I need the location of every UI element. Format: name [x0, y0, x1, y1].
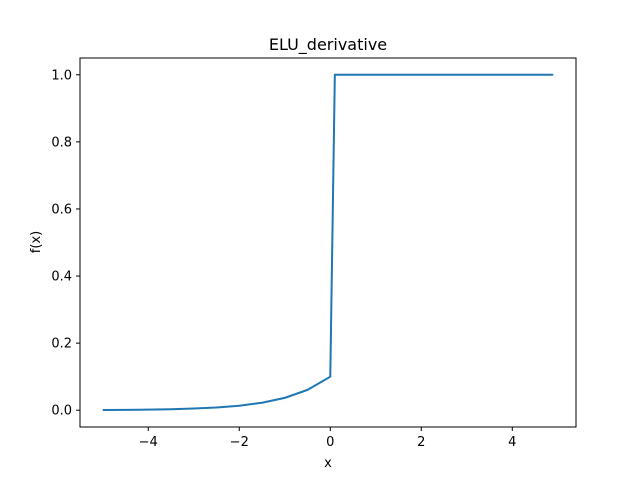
x-tick-label: −4 — [139, 435, 158, 450]
plot-layer — [102, 73, 554, 411]
ticks-layer: −4 −2 0 2 4 0.0 0.2 0.4 0.6 0.8 1.0 — [51, 68, 516, 450]
y-tick-label: 0.2 — [51, 337, 72, 352]
y-tick-label: 0.8 — [51, 135, 72, 150]
y-tick-label: 0.4 — [51, 270, 72, 285]
y-tick-label: 1.0 — [51, 68, 72, 83]
axes-frame — [79, 57, 577, 428]
chart-title: ELU_derivative — [269, 35, 387, 55]
y-axis-label: f(x) — [29, 231, 44, 253]
y-tick-label: 0.0 — [51, 404, 72, 419]
y-tick-label: 0.6 — [51, 202, 72, 217]
x-axis-label: x — [324, 456, 332, 471]
x-tick-label: 2 — [417, 435, 425, 450]
x-tick-label: −2 — [230, 435, 249, 450]
x-tick-label: 0 — [326, 435, 334, 450]
series-line-0 — [102, 73, 554, 411]
x-tick-label: 4 — [508, 435, 516, 450]
